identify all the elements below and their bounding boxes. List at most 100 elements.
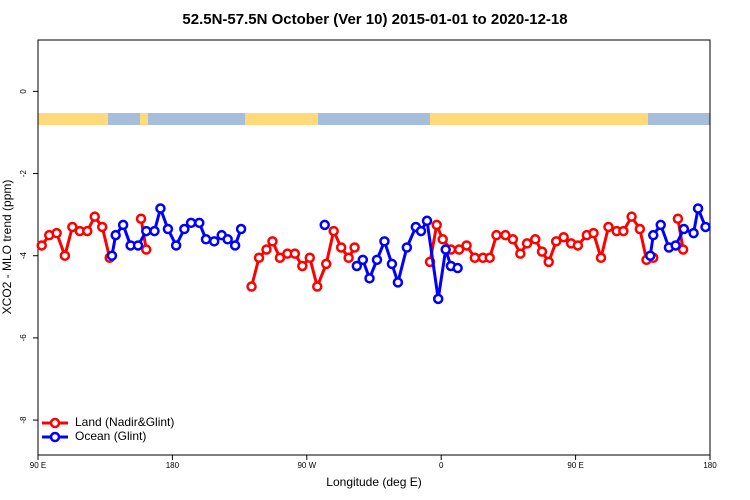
point: [437, 234, 448, 245]
x-tick-label: 0: [439, 461, 444, 470]
point: [453, 244, 465, 255]
legend-label: Land (Nadir&Glint): [75, 415, 174, 429]
point: [484, 252, 495, 264]
point: [96, 221, 108, 233]
y-axis-label: XCO2 - MLO trend (ppm): [0, 180, 14, 315]
point: [401, 242, 413, 253]
strip-ocean: [318, 113, 430, 125]
point: [343, 252, 354, 264]
point: [432, 293, 444, 305]
point: [452, 262, 463, 274]
point: [246, 281, 257, 292]
x-tick-label: 90 E: [567, 461, 583, 470]
point: [36, 240, 47, 251]
y-tick-label: -2: [19, 169, 28, 177]
strip-ocean: [648, 113, 710, 125]
point: [648, 229, 659, 241]
point: [208, 236, 220, 247]
point: [200, 234, 212, 245]
legend-marker: [49, 417, 61, 429]
point: [135, 213, 147, 224]
point: [89, 211, 100, 222]
point: [141, 244, 152, 255]
point: [229, 240, 241, 251]
strip-ocean: [108, 113, 140, 125]
point: [521, 238, 533, 249]
point: [558, 231, 569, 243]
point: [603, 221, 614, 233]
point: [634, 223, 646, 235]
point: [82, 225, 93, 237]
point: [440, 244, 451, 255]
point: [106, 250, 118, 261]
point: [297, 260, 308, 272]
point: [655, 219, 666, 231]
point: [431, 219, 442, 231]
y-tick-label: 0: [19, 89, 28, 94]
point: [364, 273, 375, 284]
point: [392, 277, 404, 288]
point: [162, 223, 174, 235]
point: [507, 234, 519, 245]
x-tick-label: 90 W: [297, 461, 316, 470]
y-tick-label: -8: [19, 416, 28, 424]
point: [550, 236, 562, 247]
chart-title: 52.5N-57.5N October (Ver 10) 2015-01-01 …: [182, 11, 567, 28]
point: [320, 258, 332, 270]
point: [357, 254, 369, 266]
point: [179, 223, 190, 235]
land-ocean-strip: [38, 113, 710, 125]
point: [185, 217, 197, 229]
point: [672, 213, 684, 224]
point: [595, 252, 607, 264]
point: [59, 250, 71, 261]
point: [304, 252, 316, 264]
point: [692, 203, 704, 214]
point: [319, 219, 330, 231]
point: [536, 246, 548, 257]
point: [289, 248, 301, 259]
point: [155, 203, 166, 214]
point: [267, 236, 278, 247]
x-tick-label: 180: [703, 461, 717, 470]
point: [261, 244, 272, 255]
point: [421, 215, 433, 227]
point: [371, 254, 383, 266]
point: [530, 234, 541, 245]
strip-ocean: [148, 113, 245, 125]
x-tick-label: 180: [166, 461, 180, 470]
point: [572, 240, 584, 251]
legend-marker: [49, 431, 61, 443]
y-tick-label: -6: [19, 334, 28, 342]
point: [67, 221, 78, 233]
point: [469, 252, 481, 264]
point: [274, 252, 286, 264]
point: [51, 227, 62, 239]
point: [386, 258, 398, 270]
point: [677, 244, 689, 255]
point: [351, 260, 363, 272]
point: [170, 240, 182, 251]
point: [543, 256, 554, 268]
point: [461, 240, 472, 251]
legend-label: Ocean (Glint): [75, 429, 146, 443]
point: [110, 229, 121, 241]
point: [132, 240, 144, 251]
point: [618, 225, 629, 237]
point: [415, 225, 427, 237]
point: [626, 211, 637, 222]
x-tick-label: 90 E: [30, 461, 46, 470]
point: [141, 225, 152, 237]
point: [194, 217, 205, 229]
point: [253, 252, 265, 264]
point: [117, 219, 129, 231]
point: [149, 225, 160, 237]
point: [645, 250, 656, 261]
point: [349, 242, 360, 253]
point: [688, 227, 699, 239]
point: [588, 227, 599, 239]
point: [500, 229, 511, 241]
point: [678, 223, 690, 235]
point: [379, 236, 390, 247]
